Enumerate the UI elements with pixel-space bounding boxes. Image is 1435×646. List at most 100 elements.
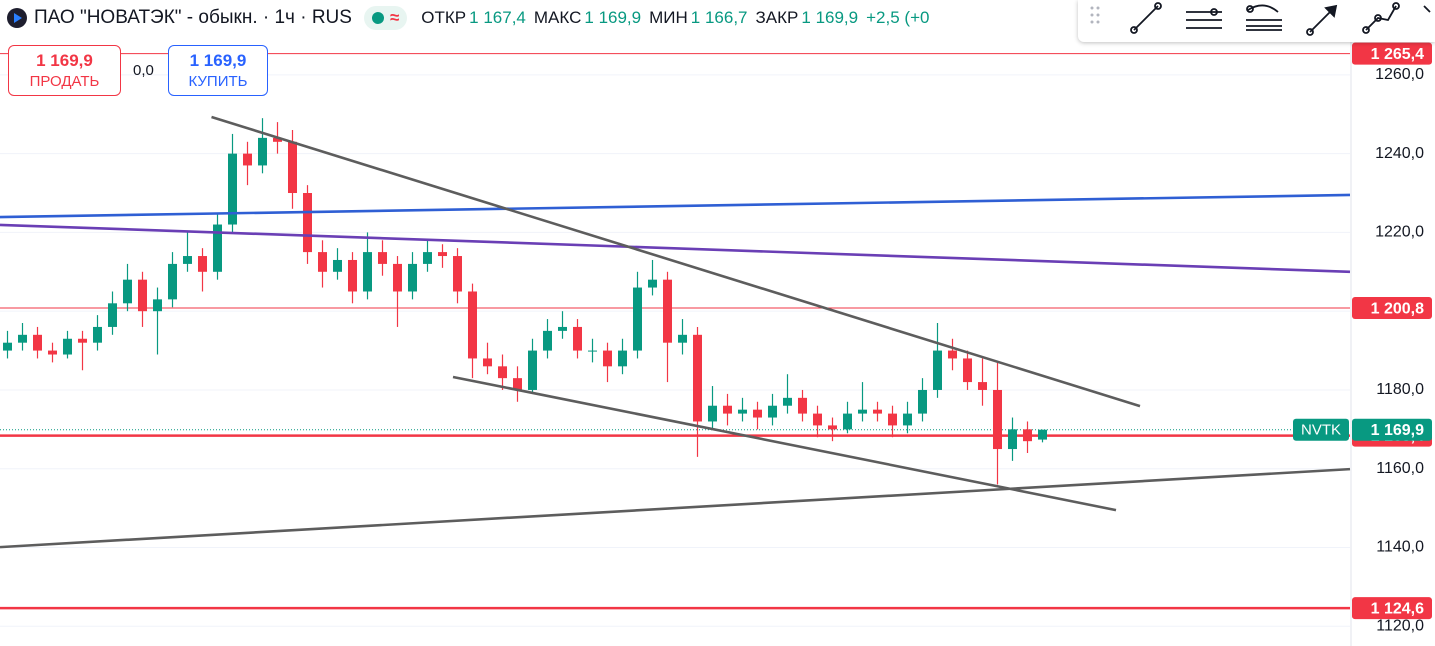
- ohlc-label: ОТКР: [421, 8, 467, 27]
- candle-body: [828, 425, 837, 430]
- candle-body: [63, 338, 72, 355]
- trendline: [0, 193, 1351, 219]
- candle-body: [993, 389, 1002, 450]
- drawing-toolbar: [1078, 0, 1435, 42]
- candle-body: [468, 291, 477, 359]
- trendline: [0, 467, 1351, 549]
- level-label: 1 124,6: [1371, 600, 1424, 617]
- symbol-badge: [1293, 418, 1349, 441]
- candle-body: [618, 350, 627, 367]
- candle-body: [588, 350, 597, 352]
- y-tick-label: 1120,0: [1376, 618, 1424, 635]
- candle-body: [528, 350, 537, 390]
- candle-body: [693, 334, 702, 422]
- candle-body: [903, 413, 912, 426]
- symbol-title: ПАО "НОВАТЭК" - обыкн. · 1ч · RUS: [34, 7, 352, 28]
- candle-body: [498, 366, 507, 379]
- level-badge: [1352, 297, 1432, 320]
- tool-trendline[interactable]: [1130, 2, 1162, 34]
- candle-body: [258, 137, 267, 166]
- candle-body: [978, 382, 987, 390]
- ohlc-label: МАКС: [533, 8, 582, 27]
- spread: 0,0: [133, 62, 154, 79]
- symbol-badge-label: NVTK: [1301, 422, 1341, 439]
- candle-body: [18, 334, 27, 343]
- candle-body: [33, 334, 42, 351]
- candle-body: [213, 224, 222, 272]
- header: ПАО "НОВАТЭК" - обыкн. · 1ч · RUS ≈ ОТКР…: [6, 4, 929, 32]
- ohlc-value: 1 166,7: [690, 8, 748, 27]
- level-label: 1 265,4: [1371, 46, 1424, 63]
- candle-body: [303, 193, 312, 253]
- tool-fib[interactable]: [1246, 4, 1282, 31]
- candle-body: [438, 252, 447, 257]
- candle-body: [513, 378, 522, 390]
- candle-body: [408, 263, 417, 292]
- candle-body: [93, 326, 102, 343]
- candle-body: [108, 303, 117, 327]
- sell-price: 1 169,9: [36, 51, 93, 70]
- buy-price: 1 169,9: [189, 51, 247, 70]
- candle-body: [843, 413, 852, 430]
- symbol-logo: [7, 8, 27, 28]
- candle-body: [603, 350, 612, 367]
- toolbar-more[interactable]: [1423, 5, 1431, 13]
- candle-body: [918, 389, 927, 414]
- buy-label: КУПИТЬ: [188, 73, 248, 90]
- sell-label: ПРОДАТЬ: [29, 73, 100, 90]
- candle-body: [453, 256, 462, 292]
- candle-body: [243, 153, 252, 166]
- candle-body: [378, 252, 387, 264]
- candle-body: [678, 334, 687, 343]
- candle-body: [393, 263, 402, 292]
- candle-body: [573, 326, 582, 351]
- y-tick-label: 1240,0: [1375, 145, 1424, 162]
- candle-body: [873, 409, 882, 414]
- candle-body: [333, 259, 342, 272]
- candle-body: [723, 405, 732, 414]
- y-tick-label: 1160,0: [1376, 460, 1424, 477]
- candle-body: [888, 413, 897, 426]
- status-pill[interactable]: ≈: [363, 6, 408, 30]
- candle-body: [138, 279, 147, 312]
- level-label: 1 200,8: [1371, 300, 1424, 317]
- buy-button[interactable]: 1 169,9 КУПИТЬ: [168, 45, 268, 96]
- candle-body: [963, 358, 972, 383]
- candle-body: [1038, 429, 1047, 440]
- candle-body: [183, 256, 192, 264]
- last-price-label: 1 169,9: [1371, 422, 1424, 439]
- candle-body: [558, 326, 567, 331]
- candle-body: [813, 413, 822, 426]
- candle-body: [738, 409, 747, 414]
- candle-body: [1008, 429, 1017, 450]
- candle-body: [48, 350, 57, 355]
- y-tick-label: 1260,0: [1375, 66, 1424, 83]
- candle-body: [948, 350, 957, 359]
- candle-body: [783, 397, 792, 406]
- candle-body: [663, 279, 672, 343]
- ohlc-label: ЗАКР: [755, 8, 799, 27]
- tool-path[interactable]: [1362, 2, 1400, 34]
- tool-parallel[interactable]: [1186, 8, 1222, 29]
- last-price-badge: [1352, 418, 1432, 441]
- candle-body: [123, 279, 132, 304]
- candle-body: [648, 279, 657, 288]
- candle-body: [768, 405, 777, 418]
- candle-body: [483, 358, 492, 367]
- candle-body: [348, 259, 357, 292]
- candle-body: [633, 287, 642, 351]
- level-badge: [1352, 597, 1432, 620]
- candle-body: [198, 256, 207, 272]
- candle-body: [318, 252, 327, 272]
- sell-button[interactable]: 1 169,9 ПРОДАТЬ: [8, 45, 121, 96]
- candle-body: [423, 252, 432, 264]
- toolbar-icons: [1090, 2, 1431, 36]
- candle-body: [168, 263, 177, 300]
- candle-body: [753, 409, 762, 418]
- y-tick-label: 1140,0: [1376, 539, 1424, 556]
- candle-body: [3, 342, 12, 351]
- candle-body: [153, 299, 162, 312]
- tool-arrow[interactable]: [1306, 4, 1338, 36]
